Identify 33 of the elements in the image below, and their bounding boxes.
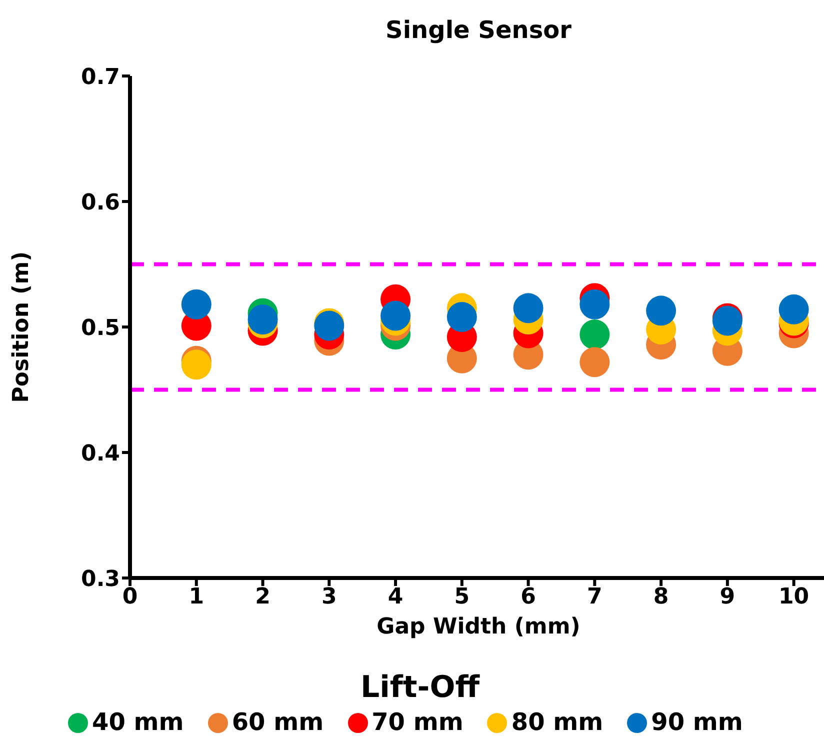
y-tick-label: 0.7 — [81, 64, 120, 90]
legend-title: Lift-Off — [359, 670, 481, 705]
x-tick-label: 10 — [778, 584, 810, 610]
y-tick-label: 0.5 — [81, 316, 120, 341]
x-tick-label: 9 — [720, 584, 736, 610]
legend-label: 60 mm — [232, 708, 324, 736]
x-tick-label: 7 — [587, 584, 602, 610]
x-tick-label: 1 — [188, 584, 204, 610]
y-axis-title: Position (m) — [8, 251, 34, 403]
legend-label: 40 mm — [92, 708, 184, 736]
x-tick-label: 8 — [653, 584, 669, 610]
x-tick-label: 2 — [255, 584, 270, 610]
y-tick-label: 0.6 — [81, 190, 120, 216]
point — [513, 293, 544, 324]
legend-label: 80 mm — [511, 708, 604, 736]
y-tick-label: 0.3 — [81, 566, 120, 592]
x-tick-label: 4 — [388, 584, 404, 610]
y-tick-label: 0.4 — [81, 441, 120, 466]
point — [380, 300, 411, 331]
x-tick-label: 3 — [321, 584, 337, 610]
point — [181, 289, 212, 320]
legend-label: 90 mm — [651, 708, 743, 736]
x-axis-title: Gap Width (mm) — [376, 614, 580, 640]
legend-label: 70 mm — [372, 708, 464, 736]
point — [580, 347, 610, 378]
point — [580, 289, 610, 320]
point — [646, 296, 676, 326]
point — [580, 320, 610, 350]
chart-title: Single Sensor — [384, 16, 572, 44]
point — [446, 302, 477, 332]
x-tick-label: 5 — [454, 584, 470, 610]
x-tick-label: 0 — [122, 584, 138, 610]
x-tick-label: 6 — [520, 584, 536, 610]
